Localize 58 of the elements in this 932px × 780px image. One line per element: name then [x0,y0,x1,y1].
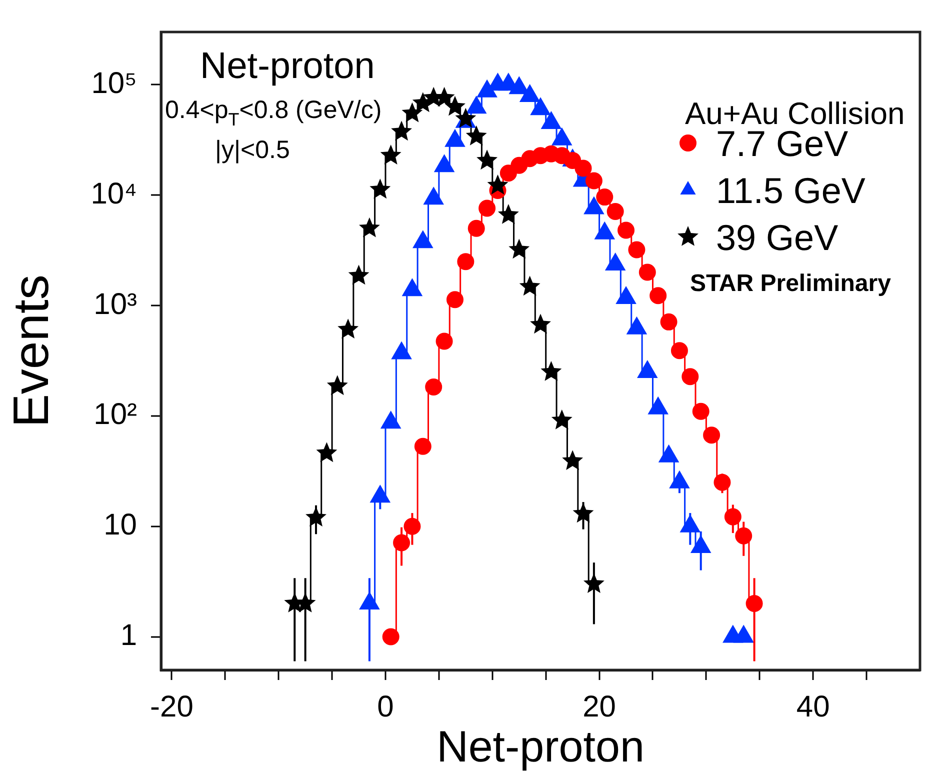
point [370,178,391,199]
point [348,264,370,285]
point [436,332,453,350]
x-tick-label: -20 [150,690,194,724]
point [519,276,540,296]
point [358,217,380,238]
y-axis-title: Events [2,274,59,428]
annotation: Net-proton [200,45,375,86]
point [466,125,487,146]
point [382,628,400,646]
x-tick-label: 40 [796,690,830,724]
point [391,120,412,141]
point [692,402,710,420]
point [468,220,485,237]
point [425,378,442,396]
point [530,314,551,334]
point [628,241,646,258]
point [498,204,519,224]
point [551,409,572,430]
point [444,96,466,116]
point [670,342,688,360]
point [574,160,592,177]
point [476,150,498,170]
point [414,438,432,455]
x-tick-label: 20 [582,690,616,724]
y-tick-label: 10⁴ [90,177,137,210]
annotation: STAR Preliminary [690,270,892,297]
x-axis-title: Net-proton [436,722,644,772]
point [540,360,562,381]
legend-label: 11.5 GeV [716,170,866,211]
y-tick-label: 10³ [94,288,138,321]
point [446,291,464,308]
point [585,172,602,190]
point [380,144,402,164]
annotation: |y|<0.5 [215,136,290,164]
point [638,264,656,281]
point [338,318,359,339]
point [478,200,496,217]
point [562,450,584,470]
point [596,188,614,206]
x-tick-label: 0 [377,690,394,724]
point [703,426,720,444]
point [618,222,635,239]
point [682,368,699,386]
point [508,238,530,259]
y-tick-label: 1 [120,619,137,652]
point [487,174,508,194]
y-tick-label: 10⁵ [91,66,137,100]
y-tick-label: 10² [94,398,138,432]
point [326,375,348,396]
point [660,313,678,330]
point [316,442,338,462]
point [650,287,667,304]
point [457,253,474,270]
point [402,102,423,122]
y-tick-label: 10 [104,508,137,542]
legend-label: 39 GeV [716,217,838,258]
point [606,203,624,220]
